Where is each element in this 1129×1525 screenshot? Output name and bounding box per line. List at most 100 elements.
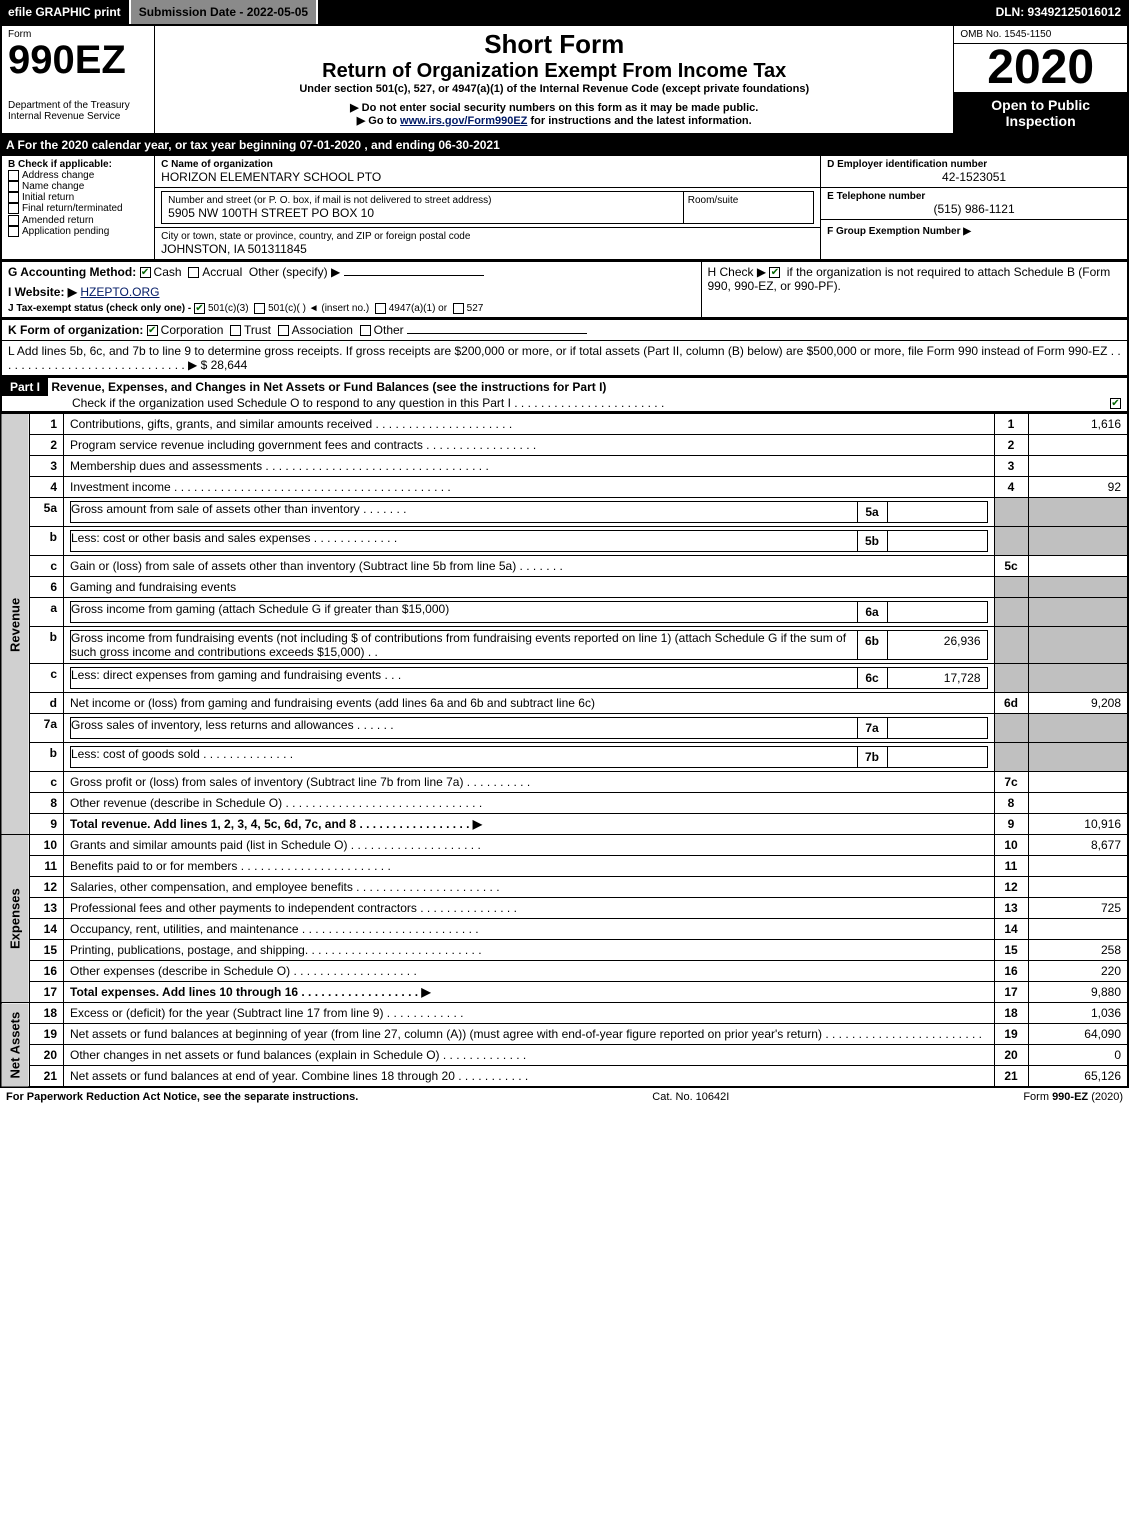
k-other-checkbox[interactable] — [360, 325, 371, 336]
k-corp-checkbox[interactable] — [147, 325, 158, 336]
city-value: JOHNSTON, IA 501311845 — [161, 242, 814, 256]
box-b-checkbox[interactable] — [8, 170, 19, 181]
k-assoc: Association — [292, 323, 353, 337]
right-header-cell: OMB No. 1545-1150 2020 Open to Public In… — [954, 25, 1128, 134]
line-desc: Program service revenue including govern… — [64, 435, 995, 456]
g-cash-checkbox[interactable] — [140, 267, 151, 278]
line-box — [994, 627, 1028, 664]
j-527-checkbox[interactable] — [453, 303, 464, 314]
title-cell: Short Form Return of Organization Exempt… — [155, 25, 954, 134]
line-box: 14 — [994, 919, 1028, 940]
box-b-checkbox[interactable] — [8, 203, 19, 214]
line-row: 12Salaries, other compensation, and empl… — [1, 877, 1128, 898]
line-box — [994, 714, 1028, 743]
irs-label: Internal Revenue Service — [8, 111, 148, 122]
box-b: B Check if applicable: Address changeNam… — [1, 156, 155, 261]
line-row: Expenses10Grants and similar amounts pai… — [1, 835, 1128, 856]
g-accrual-checkbox[interactable] — [188, 267, 199, 278]
website-link[interactable]: HZEPTO.ORG — [80, 285, 159, 299]
line-box: 6d — [994, 693, 1028, 714]
line-box: 12 — [994, 877, 1028, 898]
line-desc: Benefits paid to or for members . . . . … — [64, 856, 995, 877]
line-desc: Total revenue. Add lines 1, 2, 3, 4, 5c,… — [64, 814, 995, 835]
k-trust-checkbox[interactable] — [230, 325, 241, 336]
g-other: Other (specify) ▶ — [249, 265, 340, 279]
box-b-label: Name change — [22, 181, 84, 192]
page-footer: For Paperwork Reduction Act Notice, see … — [0, 1088, 1129, 1106]
h-checkbox[interactable] — [769, 267, 780, 278]
line-row: 15Printing, publications, postage, and s… — [1, 940, 1128, 961]
line-box: 10 — [994, 835, 1028, 856]
line-box: 9 — [994, 814, 1028, 835]
tax-year: 2020 — [987, 41, 1094, 94]
part1-header: Part I Revenue, Expenses, and Changes in… — [0, 377, 1129, 413]
box-b-checkbox[interactable] — [8, 226, 19, 237]
kl-table: K Form of organization: Corporation Trus… — [0, 319, 1129, 377]
j-4947-checkbox[interactable] — [375, 303, 386, 314]
box-def: D Employer identification number 42-1523… — [821, 156, 1128, 261]
line-amount — [1028, 598, 1128, 627]
box-b-label: Address change — [22, 170, 94, 181]
line-desc: Other expenses (describe in Schedule O) … — [64, 961, 995, 982]
line-h: H Check ▶ if the organization is not req… — [701, 262, 1128, 319]
line-amount — [1028, 714, 1128, 743]
c-label: C Name of organization — [161, 159, 814, 170]
box-b-item: Application pending — [8, 226, 148, 237]
open-line2: Inspection — [958, 113, 1123, 129]
short-form-title: Short Form — [161, 29, 947, 60]
box-b-item: Amended return — [8, 215, 148, 226]
box-b-label: Final return/terminated — [22, 204, 123, 215]
line-number: 16 — [30, 961, 64, 982]
line-g: G Accounting Method: Cash Accrual Other … — [1, 262, 701, 319]
line-number: 19 — [30, 1024, 64, 1045]
line-box — [994, 527, 1028, 556]
g-accrual: Accrual — [202, 265, 242, 279]
j-501c3-checkbox[interactable] — [194, 303, 205, 314]
k-trust: Trust — [244, 323, 271, 337]
j-501c3: 501(c)(3) — [208, 303, 249, 314]
line-amount: 0 — [1028, 1045, 1128, 1066]
line-number: b — [30, 527, 64, 556]
j-501c-checkbox[interactable] — [254, 303, 265, 314]
box-b-checkbox[interactable] — [8, 215, 19, 226]
line-number: 14 — [30, 919, 64, 940]
line-number: c — [30, 664, 64, 693]
box-b-item: Final return/terminated — [8, 203, 148, 214]
line-k: K Form of organization: Corporation Trus… — [1, 320, 1128, 341]
line-desc: Gain or (loss) from sale of assets other… — [64, 556, 995, 577]
line-desc: Less: cost or other basis and sales expe… — [64, 527, 995, 556]
line-number: 13 — [30, 898, 64, 919]
g-label: G Accounting Method: — [8, 265, 136, 279]
box-b-checkbox[interactable] — [8, 181, 19, 192]
line-amount — [1028, 435, 1128, 456]
line-desc: Gross income from fundraising events (no… — [64, 627, 995, 664]
j-527: 527 — [467, 303, 484, 314]
box-b-label: Initial return — [22, 192, 74, 203]
line-number: 7a — [30, 714, 64, 743]
line-amount: 65,126 — [1028, 1066, 1128, 1088]
line-row: 19Net assets or fund balances at beginni… — [1, 1024, 1128, 1045]
i-label: I Website: ▶ — [8, 285, 77, 299]
line-amount — [1028, 793, 1128, 814]
box-b-label: Amended return — [22, 215, 94, 226]
box-b-heading: B Check if applicable: — [8, 159, 148, 170]
line-amount — [1028, 743, 1128, 772]
k-assoc-checkbox[interactable] — [278, 325, 289, 336]
line-amount: 92 — [1028, 477, 1128, 498]
line-box: 5c — [994, 556, 1028, 577]
box-b-checkbox[interactable] — [8, 192, 19, 203]
d-label: D Employer identification number — [827, 159, 1121, 170]
footer-right-suffix: (2020) — [1088, 1091, 1123, 1103]
line-row: 11Benefits paid to or for members . . . … — [1, 856, 1128, 877]
line-desc: Professional fees and other payments to … — [64, 898, 995, 919]
topbar-spacer — [318, 0, 987, 24]
irs-link[interactable]: www.irs.gov/Form990EZ — [400, 115, 527, 127]
box-b-label: Application pending — [22, 226, 109, 237]
dept-treasury: Department of the Treasury — [8, 100, 148, 111]
dln-label: DLN: 93492125016012 — [988, 0, 1129, 24]
part1-checkbox[interactable] — [1110, 398, 1121, 409]
goto-prefix: ▶ Go to — [357, 115, 400, 127]
line-row: 2Program service revenue including gover… — [1, 435, 1128, 456]
l-text: L Add lines 5b, 6c, and 7b to line 9 to … — [8, 344, 1121, 372]
j-501c: 501(c)( ) ◄ (insert no.) — [268, 303, 369, 314]
